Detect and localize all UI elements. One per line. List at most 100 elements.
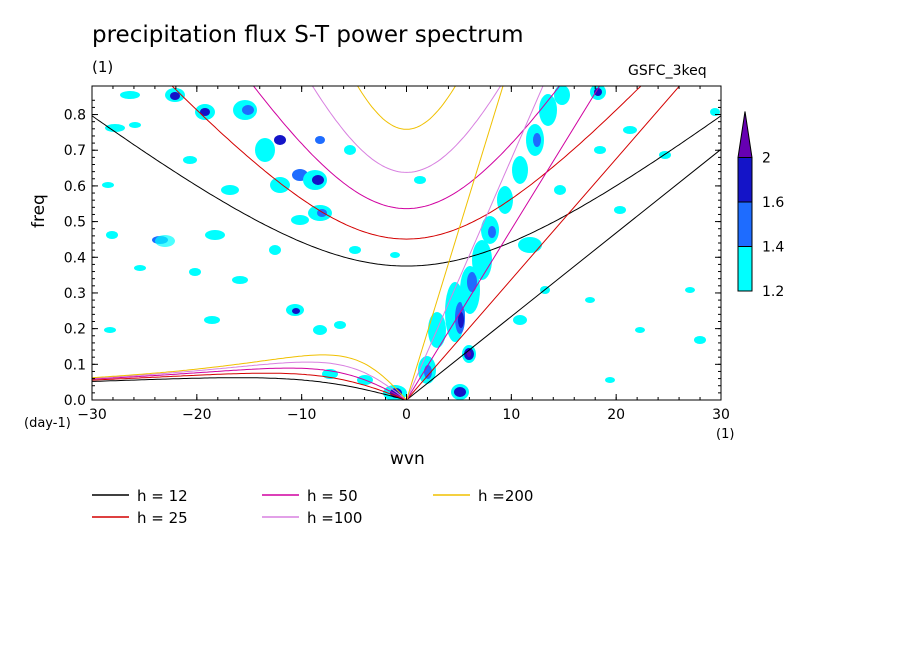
contour-blob <box>200 108 210 116</box>
kelvin-curve <box>406 86 504 400</box>
colorbar-label: 1.2 <box>762 284 784 300</box>
colorbar-swatch <box>737 246 753 292</box>
y-tick-label: 0.2 <box>64 322 86 338</box>
contour-blob <box>274 135 286 145</box>
eig-curve <box>171 86 642 240</box>
y-tick-label: 0.8 <box>64 108 86 124</box>
er-curve <box>92 354 407 400</box>
title-units: (1) <box>92 58 114 76</box>
colorbar-arrow <box>737 111 753 158</box>
legend-label: h = 12 <box>137 487 188 505</box>
contour-blob <box>170 92 180 100</box>
y-tick-label: 0.0 <box>64 393 86 409</box>
contour-blob <box>710 108 720 116</box>
contour-blob <box>488 226 496 238</box>
eig-curve <box>252 86 561 210</box>
contour-blob <box>467 272 477 292</box>
dispersion-curves <box>92 86 721 400</box>
er-curve <box>92 367 407 400</box>
contour-blob <box>334 321 346 329</box>
contour-blob <box>189 268 201 276</box>
contour-blob <box>458 312 464 328</box>
contour-blob <box>614 206 626 214</box>
y-tick-label: 0.5 <box>64 215 86 231</box>
contour-blob <box>102 182 114 188</box>
contour-blob <box>594 146 606 154</box>
contour-blob <box>242 105 254 115</box>
contour-blob <box>183 156 197 164</box>
contour-blob <box>349 246 361 254</box>
legend-label: h =100 <box>307 509 362 527</box>
x-tick-label: 10 <box>502 407 520 423</box>
contour-blob <box>315 136 325 144</box>
contour-blob <box>269 245 281 255</box>
colorbar-label: 1.6 <box>762 195 784 211</box>
kelvin-curve <box>406 86 681 400</box>
colorbar-label: 2 <box>762 151 771 167</box>
contour-blob <box>120 91 140 99</box>
run-label: GSFC_3keq <box>628 63 707 79</box>
legend: h = 12 h = 25 h = 50 h =100 h =200 <box>92 487 533 527</box>
er-curve <box>92 372 407 400</box>
chart-title: precipitation flux S-T power spectrum <box>92 22 524 48</box>
y-tick-label: 0.7 <box>64 143 86 159</box>
contour-blob <box>232 276 248 284</box>
contour-blob <box>105 124 125 132</box>
contour-blob <box>270 177 290 193</box>
contour-blob <box>454 387 466 397</box>
contour-blob <box>512 156 528 184</box>
contour-blob <box>312 175 324 185</box>
colorbar-swatch <box>737 157 753 203</box>
colorbar: 1.2 1.4 1.6 2 <box>737 111 784 300</box>
contour-blob <box>635 327 645 333</box>
contour-blob <box>414 176 426 184</box>
kelvin-curve <box>406 148 721 400</box>
contour-blob <box>685 287 695 293</box>
contour-blob <box>204 316 220 324</box>
legend-label: h = 50 <box>307 487 358 505</box>
contour-blob <box>585 297 595 303</box>
x-axis-unit: (1) <box>716 427 735 442</box>
x-tick-label: −10 <box>287 407 317 423</box>
eig-curve <box>357 86 456 130</box>
contour-blob <box>539 94 557 126</box>
y-tick-label: 0.3 <box>64 286 86 302</box>
er-curve <box>92 361 407 400</box>
y-axis-unit: (day-1) <box>24 416 71 431</box>
spectrum-contours <box>102 86 720 400</box>
kelvin-curve <box>406 86 601 400</box>
er-curve <box>92 377 407 400</box>
colorbar-swatch <box>737 201 753 247</box>
x-tick-label: −20 <box>182 407 212 423</box>
legend-label: h = 25 <box>137 509 188 527</box>
contour-blob <box>554 86 570 105</box>
contour-blob <box>467 351 471 357</box>
contour-blob <box>344 145 356 155</box>
contour-blob <box>518 237 542 253</box>
contour-blob <box>659 151 671 159</box>
contour-blob <box>129 122 141 128</box>
contour-blob <box>291 215 309 225</box>
contour-blob <box>106 231 118 239</box>
x-tick-label: 0 <box>402 407 411 423</box>
contour-blob <box>104 327 116 333</box>
contour-blob <box>605 377 615 383</box>
contour-blob <box>221 185 239 195</box>
contour-blob <box>390 252 400 258</box>
y-tick-label: 0.6 <box>64 179 86 195</box>
contour-blob <box>205 230 225 240</box>
contour-blob <box>513 315 527 325</box>
contour-blob <box>594 88 602 96</box>
contour-blob <box>472 240 492 280</box>
legend-label: h =200 <box>478 487 533 505</box>
contour-blob <box>313 325 327 335</box>
y-tick-label: 0.1 <box>64 357 86 373</box>
kelvin-curve <box>406 86 544 400</box>
contour-blob <box>623 126 637 134</box>
axes: −30 −20 −10 0 10 20 30 0.0 0.1 0.2 0.3 0.4 0.5 0.6 0.7… <box>64 86 730 423</box>
x-tick-label: 20 <box>607 407 625 423</box>
contour-blob <box>497 186 513 214</box>
contour-blob <box>533 133 541 147</box>
contour-blob <box>292 308 300 314</box>
